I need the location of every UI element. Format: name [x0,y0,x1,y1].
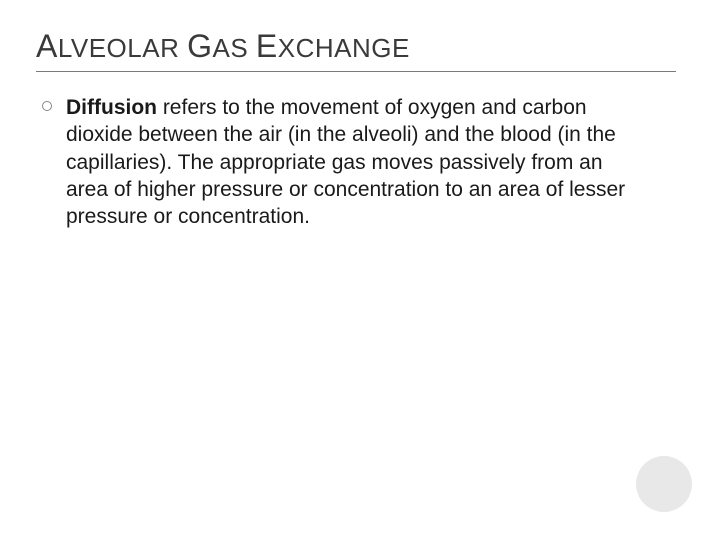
title-w2-cap: G [187,28,212,64]
title-w2-rest: AS [212,33,248,63]
title-w3-cap: E [256,28,278,64]
bold-term: Diffusion [66,96,157,119]
title-w3-rest: XCHANGE [278,33,410,63]
title-underline [36,71,676,72]
decorative-circle-icon [636,456,692,512]
bullet-icon [42,101,52,111]
title-w1-cap: A [36,28,58,64]
slide-title: ALVEOLAR GAS EXCHANGE [36,28,684,65]
title-w1-rest: LVEOLAR [58,33,180,63]
slide: ALVEOLAR GAS EXCHANGE Diffusion refers t… [0,0,720,540]
content-block: Diffusion refers to the movement of oxyg… [36,94,684,230]
body-text: Diffusion refers to the movement of oxyg… [66,94,644,230]
